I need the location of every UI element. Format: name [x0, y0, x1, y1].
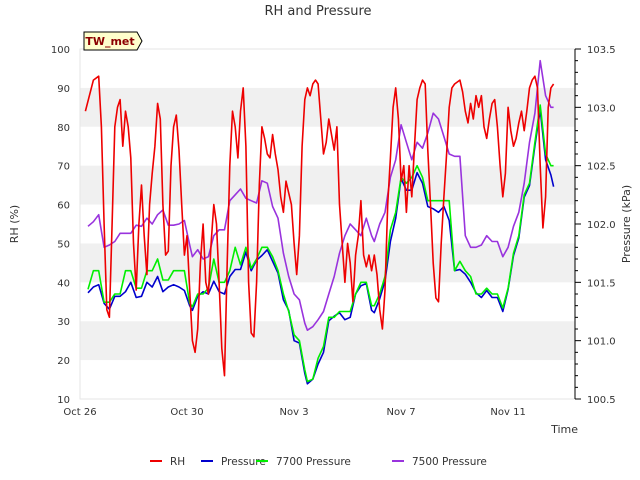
y2-tick-label: 103.0 — [587, 103, 616, 114]
legend-label: 7500 Pressure — [412, 456, 487, 468]
y2-tick-label: 101.5 — [587, 278, 616, 289]
y-tick-label: 20 — [57, 356, 70, 367]
y-tick-label: 40 — [57, 278, 70, 289]
y-tick-label: 10 — [57, 395, 70, 406]
x-axis-ticks: Oct 26 Oct 30 Nov 3 Nov 7 Nov 11 — [63, 407, 525, 418]
legend-label: RH — [170, 456, 185, 468]
legend: RH Pressure 7700 Pressure 7500 Pressure — [150, 456, 487, 468]
left-axis-ticks: 10 20 30 40 50 60 70 80 90 100 — [51, 45, 70, 406]
x-axis-label: Time — [550, 423, 578, 436]
x-tick-label: Oct 30 — [170, 407, 203, 418]
x-tick-label: Oct 26 — [63, 407, 96, 418]
series-line-7700-pressure — [87, 104, 554, 383]
legend-label: 7700 Pressure — [276, 456, 351, 468]
x-tick-label: Nov 11 — [490, 407, 525, 418]
y-tick-label: 90 — [57, 84, 70, 95]
x-tick-label: Nov 7 — [387, 407, 416, 418]
y-tick-label: 70 — [57, 162, 70, 173]
y-tick-label: 30 — [57, 317, 70, 328]
y-tick-label: 60 — [57, 201, 70, 212]
y2-tick-label: 100.5 — [587, 395, 616, 406]
series-lines — [84, 59, 555, 385]
series-line-rh — [84, 75, 555, 377]
y-axis-label: RH (%) — [8, 205, 21, 243]
legend-label: Pressure — [221, 456, 266, 468]
x-tick-label: Nov 3 — [280, 407, 309, 418]
y2-tick-label: 103.5 — [587, 45, 616, 56]
right-axis-ticks: 100.5 101.0 101.5 102.0 102.5 103.0 103.5 — [575, 45, 616, 406]
grid-band — [80, 87, 575, 127]
series-line-7500-pressure — [87, 59, 554, 331]
station-badge: TW_met — [83, 31, 143, 51]
y-tick-label: 50 — [57, 239, 70, 250]
chart-title: RH and Pressure — [264, 4, 371, 19]
y2-axis-label: Pressure (kPa) — [620, 185, 633, 263]
station-badge-label: TW_met — [85, 35, 134, 48]
y2-tick-label: 101.0 — [587, 337, 616, 348]
y-tick-label: 100 — [51, 45, 70, 56]
y2-tick-label: 102.5 — [587, 162, 616, 173]
y-tick-label: 80 — [57, 123, 70, 134]
y2-tick-label: 102.0 — [587, 220, 616, 231]
station-badge-box — [83, 31, 143, 51]
